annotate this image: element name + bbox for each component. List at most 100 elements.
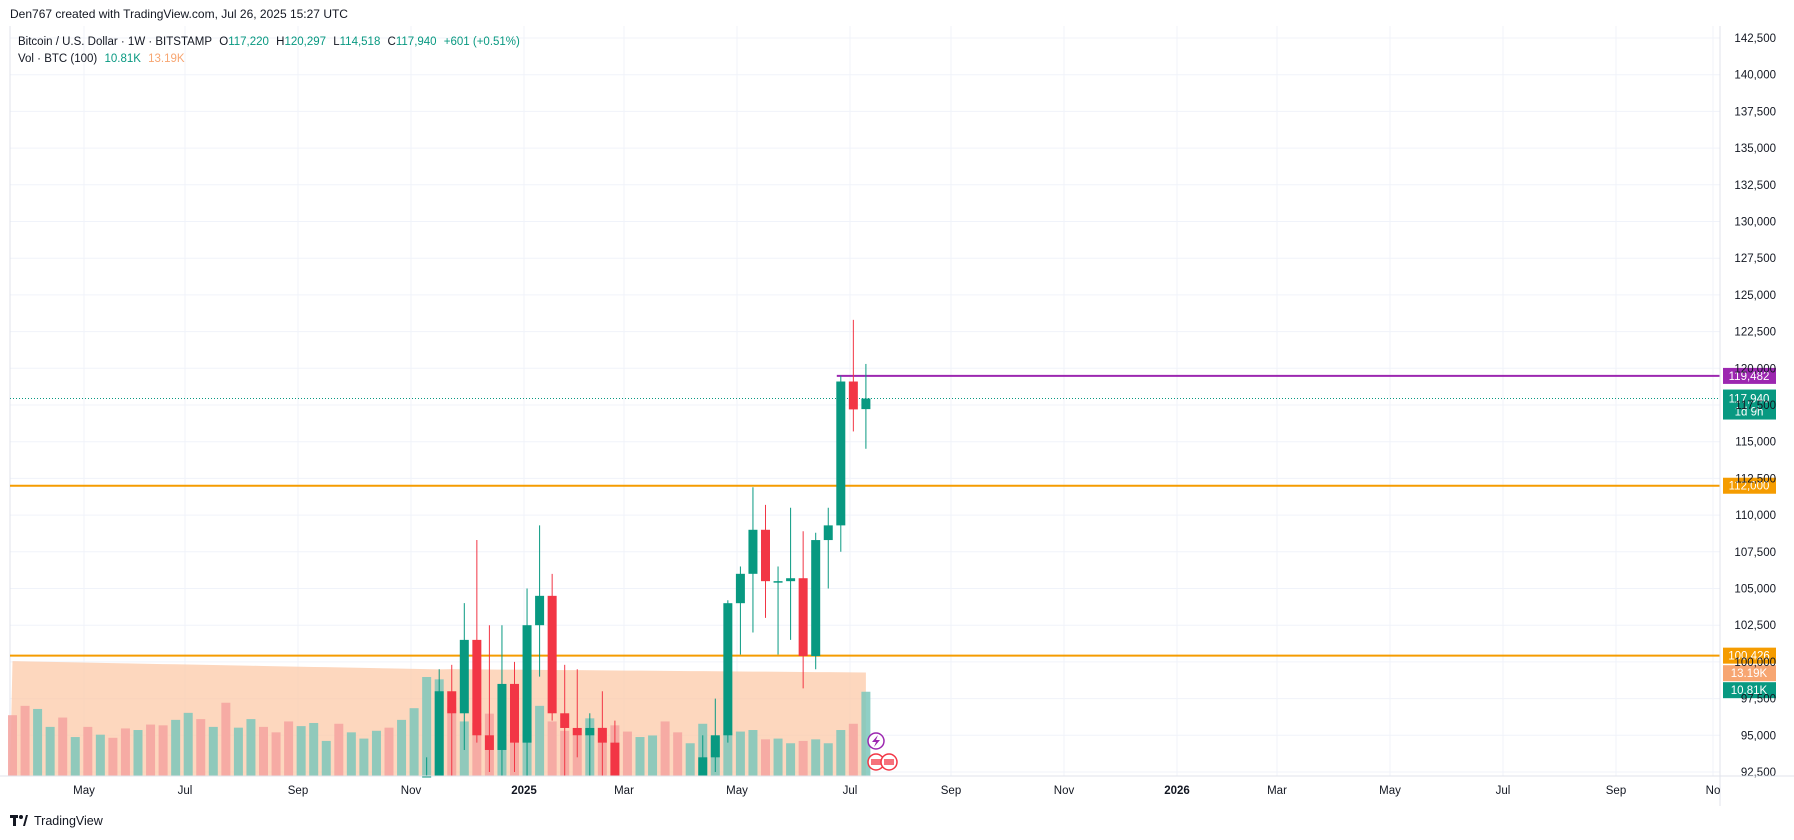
ohlc-legend-row[interactable]: Bitcoin / U.S. Dollar · 1W · BITSTAMP O1… xyxy=(18,34,524,51)
volume-bar xyxy=(8,715,17,776)
volume-bar xyxy=(309,722,319,776)
y-tick-label: 120,000 xyxy=(1734,363,1776,375)
volume-last-tag[interactable] xyxy=(1723,682,1776,699)
event-markers[interactable] xyxy=(867,732,898,771)
volume-bar xyxy=(409,708,419,776)
y-tick-label: 105,000 xyxy=(1734,584,1776,596)
candle-body xyxy=(585,727,595,736)
countdown-label: 1d 9h xyxy=(1735,407,1764,419)
volume-bar xyxy=(45,726,55,776)
x-tick-label: Jul xyxy=(178,785,193,797)
price-axis[interactable]: 92,500 95,000 97,500 100,000 102,500 105,000 1… xyxy=(1719,26,1776,806)
flag-stripes xyxy=(871,759,881,765)
candle-body xyxy=(735,573,745,604)
volume-bar xyxy=(95,734,105,776)
x-tick-label: Mar xyxy=(614,785,634,797)
volume-bar xyxy=(786,743,796,776)
symbol-title[interactable]: Bitcoin / U.S. Dollar · 1W · BITSTAMP xyxy=(18,36,213,48)
candle-body xyxy=(447,691,457,714)
candle-body xyxy=(434,691,444,776)
y-tick-label: 117,500 xyxy=(1735,400,1776,412)
tradingview-brand[interactable]: TradingView xyxy=(10,814,103,828)
level-price-tag[interactable] xyxy=(1723,367,1776,384)
candle-body xyxy=(459,639,469,714)
chart-legend: Bitcoin / U.S. Dollar · 1W · BITSTAMP O1… xyxy=(18,34,524,68)
event-flash-icon-bolt xyxy=(872,735,880,747)
volume-bar xyxy=(371,730,381,776)
volume-bar xyxy=(83,726,93,776)
y-tick-label: 102,500 xyxy=(1734,620,1776,632)
y-tick-label: 95,000 xyxy=(1741,730,1776,742)
candle-body xyxy=(547,595,557,714)
x-tick-label: No xyxy=(1706,785,1721,797)
y-tick-label: 115,000 xyxy=(1735,437,1776,449)
close-value: 117,940 xyxy=(395,36,437,48)
candle-body xyxy=(698,757,708,776)
volume-bar xyxy=(334,723,344,776)
level-price-tag[interactable] xyxy=(1723,647,1776,664)
level-price-tag[interactable] xyxy=(1723,477,1776,494)
candle-body xyxy=(510,683,519,743)
volume-bar xyxy=(284,721,294,776)
volume-bar xyxy=(673,732,683,776)
chart-grid xyxy=(9,26,1720,776)
x-tick-label: Nov xyxy=(1054,785,1075,797)
volume-bar xyxy=(836,730,846,776)
y-tick-label: 92,500 xyxy=(1741,767,1776,779)
volume-bar xyxy=(648,735,658,776)
volume-bar xyxy=(685,743,695,776)
x-tick-label: May xyxy=(73,785,95,797)
volume-bar xyxy=(660,721,670,776)
volume-bar xyxy=(271,732,281,776)
last-price-tag[interactable] xyxy=(1723,389,1776,420)
volume-bar xyxy=(196,719,206,776)
volume-bar xyxy=(158,725,168,776)
y-tick-label: 135,000 xyxy=(1734,143,1776,155)
high-value: 120,297 xyxy=(284,36,327,48)
candle-body xyxy=(723,603,733,736)
candle-body xyxy=(472,639,482,736)
volume-last-tag-label: 10.81K xyxy=(1731,685,1768,697)
tradingview-logo-icon xyxy=(10,815,30,827)
candle-body xyxy=(610,742,620,776)
volume-bar xyxy=(547,721,557,776)
candle-body xyxy=(484,735,494,750)
volume-bar xyxy=(723,733,733,776)
candle-body xyxy=(798,578,808,657)
volume-bar xyxy=(70,737,80,776)
y-tick-label: 110,000 xyxy=(1735,510,1776,522)
volume-bar xyxy=(397,719,407,776)
volume-bar xyxy=(359,738,369,776)
low-label: L xyxy=(333,36,340,48)
y-tick-label: 140,000 xyxy=(1734,70,1776,82)
y-tick-label: 100,000 xyxy=(1734,657,1776,669)
volume-bar xyxy=(183,712,193,776)
y-tick-label: 130,000 xyxy=(1734,217,1776,229)
candle-body xyxy=(597,727,607,743)
volume-value: 10.81K xyxy=(104,53,141,65)
volume-bar xyxy=(761,739,770,776)
change-value: +601 (+0.51%) xyxy=(443,36,520,48)
volume-ma-tag[interactable] xyxy=(1723,665,1776,682)
volume-legend-row[interactable]: Vol · BTC (100) 10.81K 13.19K xyxy=(18,51,524,68)
candle-body xyxy=(811,540,821,657)
level-price-tag-label: 112,000 xyxy=(1729,481,1770,493)
x-tick-label: Sep xyxy=(941,785,961,797)
candle-body xyxy=(560,713,570,728)
y-tick-label: 122,500 xyxy=(1734,327,1776,339)
volume-title[interactable]: Vol · BTC (100) xyxy=(18,53,98,65)
volume-ma-tag-label: 13.19K xyxy=(1731,668,1768,680)
x-tick-label: May xyxy=(1379,785,1401,797)
candle-body xyxy=(748,529,758,574)
level-price-tag-label: 119,482 xyxy=(1729,371,1770,383)
x-tick-label: 2026 xyxy=(1164,785,1190,797)
volume-bar xyxy=(120,728,130,776)
volume-bar xyxy=(133,730,143,776)
low-value: 114,518 xyxy=(339,36,381,48)
time-axis[interactable]: May Jul Sep Nov 2025 Mar May Jul Sep Nov 2026 Mar Ma… xyxy=(0,775,1794,797)
volume-bar xyxy=(208,726,218,776)
volume-bar xyxy=(259,726,268,776)
x-tick-label: Nov xyxy=(401,785,422,797)
